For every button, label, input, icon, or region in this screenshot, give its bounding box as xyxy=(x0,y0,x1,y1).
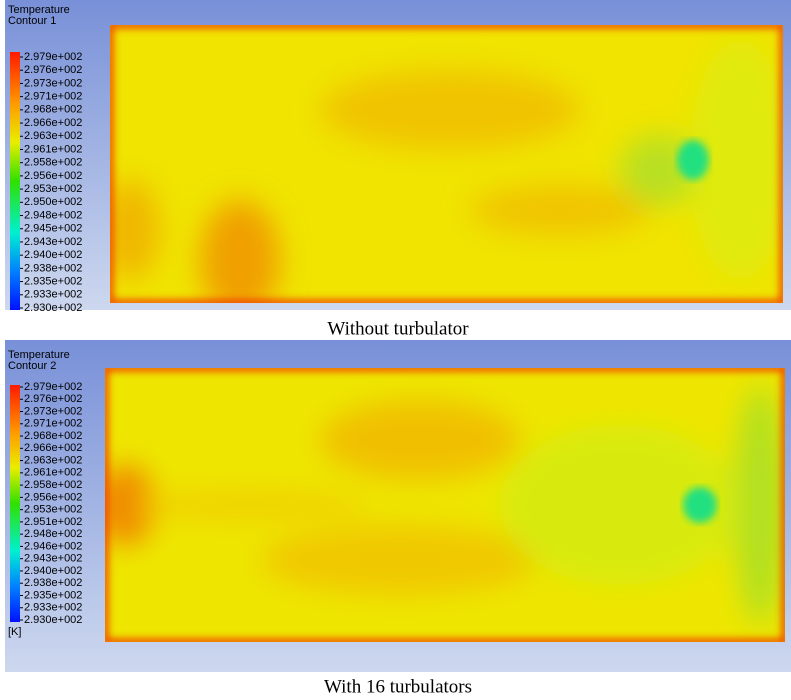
legend-label: 2.979e+002 xyxy=(24,51,82,63)
legend-label: 2.953e+002 xyxy=(24,504,82,516)
legend-label: 2.938e+002 xyxy=(24,577,82,589)
legend-title: Temperature xyxy=(8,349,70,361)
color-bar xyxy=(10,52,20,310)
legend-unit: [K] xyxy=(8,626,21,638)
legend-label: 2.935e+002 xyxy=(24,275,82,287)
caption: Without turbulator xyxy=(327,318,469,339)
legend-label: 2.966e+002 xyxy=(24,117,82,129)
contour-field xyxy=(110,25,783,303)
legend-label: 2.940e+002 xyxy=(24,249,82,261)
legend-label: 2.948e+002 xyxy=(24,209,82,221)
legend-label: 2.946e+002 xyxy=(24,540,82,552)
legend-label: 2.979e+002 xyxy=(24,381,82,393)
legend-label: 2.950e+002 xyxy=(24,196,82,208)
color-bar xyxy=(10,385,20,622)
legend-label: 2.951e+002 xyxy=(24,516,82,528)
legend-label: 2.943e+002 xyxy=(24,236,82,248)
legend-label: 2.963e+002 xyxy=(24,130,82,142)
legend-label: 2.933e+002 xyxy=(24,602,82,614)
legend-label: 2.958e+002 xyxy=(24,479,82,491)
legend-label: 2.976e+002 xyxy=(24,64,82,76)
legend-title: Contour 1 xyxy=(8,15,56,27)
legend-label: 2.930e+002 xyxy=(24,614,82,626)
legend-label: 2.968e+002 xyxy=(24,430,82,442)
legend-label: 2.930e+002 xyxy=(24,302,82,314)
legend-label: 2.935e+002 xyxy=(24,589,82,601)
legend-label: 2.971e+002 xyxy=(24,91,82,103)
legend-title: Temperature xyxy=(8,4,70,16)
legend-label: 2.976e+002 xyxy=(24,393,82,405)
legend-label: 2.933e+002 xyxy=(24,289,82,301)
legend-label: 2.956e+002 xyxy=(24,491,82,503)
contour-field xyxy=(105,368,785,642)
legend-label: 2.938e+002 xyxy=(24,262,82,274)
legend-label: 2.958e+002 xyxy=(24,157,82,169)
legend-label: 2.943e+002 xyxy=(24,553,82,565)
legend-label: 2.953e+002 xyxy=(24,183,82,195)
legend-label: 2.940e+002 xyxy=(24,565,82,577)
legend-title: Contour 2 xyxy=(8,360,56,372)
legend-label: 2.945e+002 xyxy=(24,223,82,235)
legend-label: 2.956e+002 xyxy=(24,170,82,182)
legend-label: 2.968e+002 xyxy=(24,104,82,116)
caption: With 16 turbulators xyxy=(324,676,472,697)
legend-label: 2.961e+002 xyxy=(24,143,82,155)
legend-label: 2.971e+002 xyxy=(24,418,82,430)
legend-label: 2.966e+002 xyxy=(24,442,82,454)
legend-label: 2.963e+002 xyxy=(24,454,82,466)
legend-label: 2.973e+002 xyxy=(24,405,82,417)
legend-label: 2.948e+002 xyxy=(24,528,82,540)
legend-label: 2.973e+002 xyxy=(24,77,82,89)
legend-label: 2.961e+002 xyxy=(24,467,82,479)
